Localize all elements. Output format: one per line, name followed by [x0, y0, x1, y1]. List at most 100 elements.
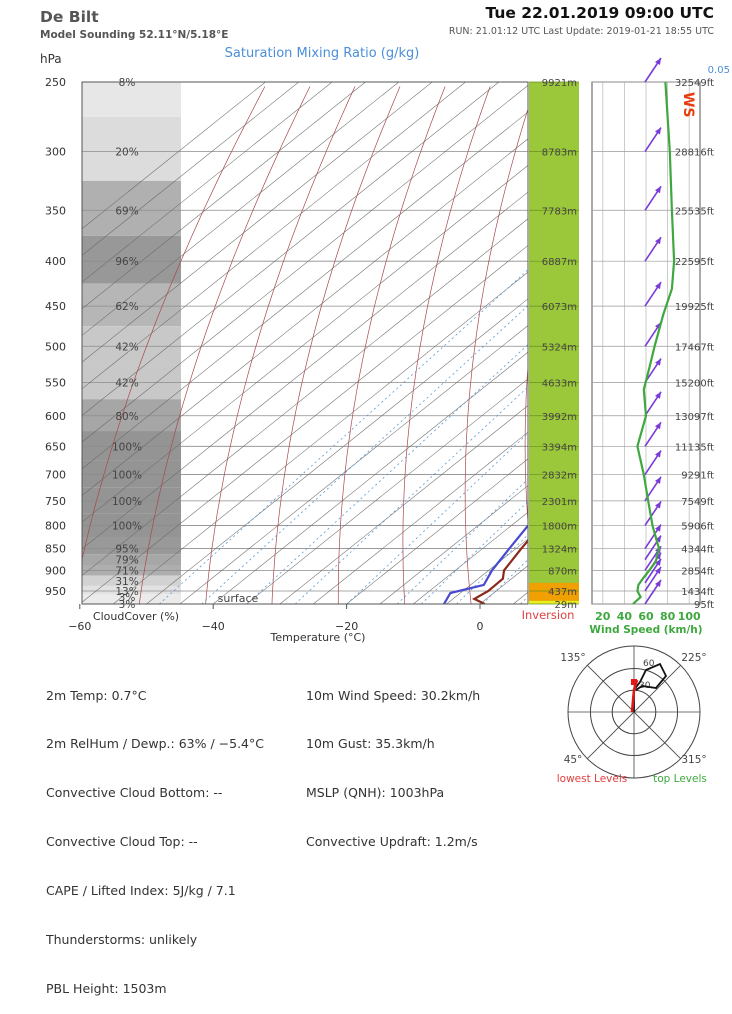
height-label: 29m: [555, 600, 577, 611]
height-label: 9921m: [542, 78, 577, 89]
height-label: 6073m: [542, 302, 577, 313]
pressure-tick-label: 700: [45, 469, 66, 482]
altitude-ft-label: 13097ft: [675, 412, 714, 423]
mixing-ratio-title: Saturation Mixing Ratio (g/kg): [225, 46, 420, 61]
height-label: 6887m: [542, 257, 577, 268]
altitude-ft-label: 22595ft: [675, 257, 714, 268]
altitude-ft-label: 25535ft: [675, 206, 714, 217]
stat-relhum-dewpoint: 2m RelHum / Dewp.: 63% / −5.4°C: [46, 736, 264, 752]
dry-adiabat: [206, 87, 355, 605]
run-info: RUN: 21.01:12 UTC Last Update: 2019-01-2…: [449, 26, 714, 37]
height-label: 2832m: [542, 471, 577, 482]
pressure-tick-label: 850: [45, 543, 66, 556]
altitude-ft-label: 95ft: [694, 600, 714, 611]
dry-adiabat: [338, 87, 445, 605]
hodograph-angle-label: 225°: [681, 652, 706, 664]
valid-time: Tue 22.01.2019 09:00 UTC: [485, 4, 714, 22]
height-label: 3394m: [542, 442, 577, 453]
stat-2m-temp: 2m Temp: 0.7°C: [46, 688, 264, 704]
mixing-ratio-line: [720, 97, 732, 604]
wind-tick-label: 40: [617, 610, 633, 623]
pressure-tick-label: 350: [45, 204, 66, 217]
pressure-tick-label: 300: [45, 146, 66, 159]
stat-conv-updraft: Convective Updraft: 1.2m/s: [306, 834, 480, 850]
height-label: 4633m: [542, 379, 577, 390]
station-name: De Bilt: [40, 8, 99, 26]
cloudcover-value: 96%: [115, 256, 138, 268]
altitude-ft-label: 15200ft: [675, 379, 714, 390]
pressure-tick-label: 450: [45, 300, 66, 313]
pressure-tick-label: 250: [45, 76, 66, 89]
pressure-tick-label: 650: [45, 440, 66, 453]
cloudcover-value: 42%: [115, 378, 138, 390]
cloudcover-value: 8%: [119, 77, 136, 89]
temperature-tick-label: −20: [335, 620, 358, 633]
stat-conv-cloud-bottom: Convective Cloud Bottom: --: [46, 785, 264, 801]
wind-tick-label: 20: [595, 610, 611, 623]
height-label: 3992m: [542, 412, 577, 423]
wind-axis-title: Wind Speed (km/h): [589, 624, 702, 636]
altitude-ft-label: 17467ft: [675, 342, 714, 353]
pressure-tick-label: 600: [45, 410, 66, 423]
height-label: 2301m: [542, 497, 577, 508]
hodograph-angle-label: 45°: [564, 754, 583, 766]
stat-thunderstorms: Thunderstorms: unlikely: [46, 932, 264, 948]
isotherm-line: [713, 82, 732, 604]
altitude-ft-label: 28816ft: [675, 148, 714, 159]
temperature-tick-label: −60: [68, 620, 91, 633]
surface-stats: 2m Temp: 0.7°C 2m RelHum / Dewp.: 63% / …: [46, 655, 264, 1014]
cloudcover-value: 80%: [115, 411, 138, 423]
pressure-tick-label: 900: [45, 564, 66, 577]
height-label: 7783m: [542, 206, 577, 217]
altitude-ft-label: 5906ft: [681, 521, 714, 532]
surface-label: surface: [218, 592, 259, 605]
cloudcover-value: 3%: [119, 599, 136, 611]
stat-10m-gust: 10m Gust: 35.3km/h: [306, 736, 480, 752]
dry-adiabat: [465, 87, 535, 605]
pressure-tick-label: 550: [45, 377, 66, 390]
ws-mark: WS: [680, 92, 696, 118]
altitude-ft-label: 4344ft: [681, 545, 714, 556]
temperature-tick-label: −40: [202, 620, 225, 633]
altitude-ft-label: 9291ft: [681, 471, 714, 482]
pressure-tick-label: 500: [45, 340, 66, 353]
hodograph-low-point: [631, 679, 637, 685]
wind-tick-label: 60: [638, 610, 654, 623]
cloudcover-value: 100%: [112, 441, 142, 453]
altitude-ft-label: 7549ft: [681, 497, 714, 508]
cloudcover-value: 100%: [112, 520, 142, 532]
pressure-tick-label: 400: [45, 255, 66, 268]
stat-pbl-height: PBL Height: 1503m: [46, 981, 264, 997]
pressure-tick-label: 750: [45, 495, 66, 508]
altitude-ft-label: 2854ft: [681, 566, 714, 577]
pressure-tick-label: 950: [45, 585, 66, 598]
stat-mslp: MSLP (QNH): 1003hPa: [306, 785, 480, 801]
cloudcover-value: 69%: [115, 205, 138, 217]
mixing-ratio-label: 0.05: [708, 65, 730, 76]
hodograph-angle-label: 135°: [560, 652, 585, 664]
temperature-tick-label: 0: [477, 620, 484, 633]
height-label: 1800m: [542, 521, 577, 532]
height-label: 8783m: [542, 148, 577, 159]
cloudcover-value: 100%: [112, 496, 142, 508]
cloudcover-title: CloudCover (%): [93, 610, 179, 623]
height-label: 5324m: [542, 342, 577, 353]
stat-10m-wind: 10m Wind Speed: 30.2km/h: [306, 688, 480, 704]
hodograph-angle-label: 315°: [681, 754, 706, 766]
wind-stats: 10m Wind Speed: 30.2km/h 10m Gust: 35.3k…: [306, 655, 480, 867]
model-location: Model Sounding 52.11°N/5.18°E: [40, 29, 228, 41]
cloudcover-value: 42%: [115, 341, 138, 353]
stat-cape-li: CAPE / Lifted Index: 5J/kg / 7.1: [46, 883, 264, 899]
pressure-tick-label: 800: [45, 519, 66, 532]
stat-conv-cloud-top: Convective Cloud Top: --: [46, 834, 264, 850]
y-axis-title: hPa: [40, 52, 62, 66]
dry-adiabat: [272, 87, 400, 605]
height-label: 1324m: [542, 545, 577, 556]
hodograph-top-label: top Levels: [653, 773, 707, 785]
hodograph-lowest-label: lowest Levels: [557, 773, 628, 785]
height-label: 870m: [548, 566, 577, 577]
height-label: 437m: [548, 587, 577, 598]
wind-tick-label: 100: [678, 610, 701, 623]
wind-barb-head: [655, 58, 661, 65]
